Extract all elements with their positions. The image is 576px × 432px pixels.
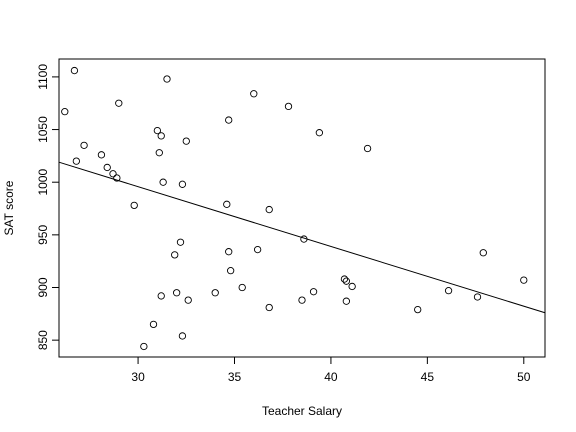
y-tick-label: 1050 — [36, 116, 50, 143]
data-point — [149, 320, 158, 329]
data-point — [103, 163, 111, 172]
data-point — [157, 132, 165, 140]
data-point — [253, 245, 262, 254]
data-point — [342, 277, 351, 285]
data-point — [157, 292, 165, 300]
data-point — [115, 99, 123, 107]
data-point — [479, 249, 487, 257]
data-point — [348, 282, 356, 291]
data-point — [159, 178, 167, 186]
data-point — [284, 102, 293, 111]
data-point — [97, 151, 106, 159]
data-point — [226, 267, 235, 275]
data-point — [184, 296, 192, 304]
y-tick-label: 950 — [36, 225, 50, 245]
y-tick-label: 1100 — [36, 64, 50, 90]
data-point — [61, 108, 69, 116]
data-point — [238, 283, 246, 292]
data-point — [211, 289, 219, 297]
data-point — [178, 332, 187, 340]
data-point — [130, 201, 138, 210]
data-point — [250, 90, 258, 98]
data-point — [444, 287, 453, 295]
data-point — [171, 251, 179, 259]
data-point — [153, 126, 162, 135]
data-point — [109, 170, 117, 178]
x-tick-label: 45 — [421, 370, 435, 384]
data-point — [223, 200, 231, 208]
data-point — [473, 293, 482, 301]
data-point — [265, 205, 273, 214]
data-point — [176, 238, 185, 246]
data-point — [70, 66, 79, 75]
data-point — [172, 289, 181, 297]
data-point — [342, 297, 351, 305]
x-tick-label: 40 — [324, 370, 338, 384]
regression-line — [58, 161, 546, 314]
data-point — [340, 275, 349, 283]
data-point — [309, 288, 318, 296]
data-point — [163, 75, 171, 83]
x-tick-label: 35 — [228, 370, 242, 384]
data-point — [298, 296, 306, 304]
y-axis-label: SAT score — [2, 180, 16, 235]
data-point — [140, 342, 148, 351]
data-point — [178, 180, 187, 188]
x-tick-label: 50 — [517, 370, 531, 384]
data-point — [315, 129, 324, 137]
data-point — [113, 174, 121, 182]
data-point — [414, 305, 422, 314]
data-point — [265, 303, 273, 312]
y-tick-label: 850 — [36, 330, 50, 350]
y-tick-label: 1000 — [36, 169, 50, 196]
x-tick-label: 30 — [131, 370, 145, 384]
data-point — [182, 137, 190, 145]
data-point — [363, 144, 372, 153]
data-point — [72, 157, 81, 165]
x-axis-label: Teacher Salary — [262, 404, 342, 418]
data-point — [155, 149, 163, 157]
data-point — [520, 276, 528, 284]
data-point — [225, 116, 233, 124]
data-point — [225, 248, 233, 256]
data-point — [80, 141, 88, 149]
y-tick-label: 900 — [36, 277, 50, 297]
